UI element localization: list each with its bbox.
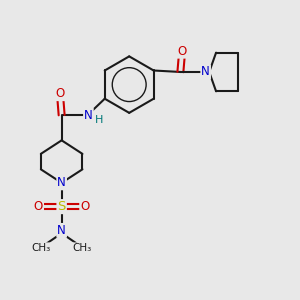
Text: O: O (34, 200, 43, 213)
Text: N: N (201, 65, 210, 79)
Text: N: N (84, 109, 93, 122)
Text: CH₃: CH₃ (73, 243, 92, 253)
Text: N: N (57, 176, 66, 189)
Text: S: S (58, 200, 66, 213)
Text: CH₃: CH₃ (31, 243, 50, 253)
Text: N: N (57, 224, 66, 237)
Text: O: O (80, 200, 89, 213)
Text: H: H (94, 115, 103, 124)
Text: O: O (177, 45, 187, 58)
Text: O: O (56, 87, 65, 100)
